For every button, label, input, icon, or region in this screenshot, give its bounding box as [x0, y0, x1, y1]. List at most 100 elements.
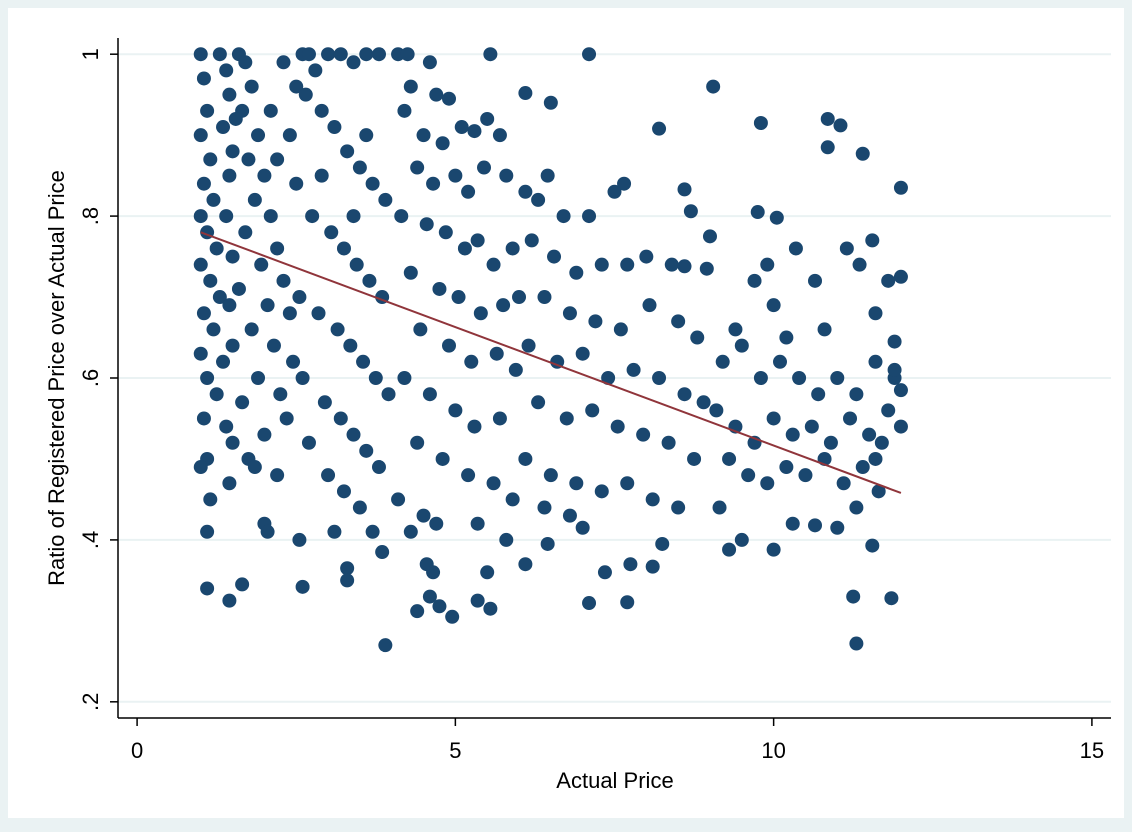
- scatter-point: [222, 168, 237, 183]
- scatter-point: [830, 520, 845, 535]
- scatter-point: [671, 500, 686, 515]
- scatter-point: [222, 298, 237, 313]
- scatter-point: [597, 565, 612, 580]
- scatter-point: [206, 322, 221, 337]
- scatter-point: [410, 604, 425, 619]
- scatter-point: [193, 128, 208, 143]
- scatter-point: [225, 144, 240, 159]
- scatter-point: [760, 476, 775, 491]
- scatter-point: [817, 322, 832, 337]
- scatter-point: [865, 538, 880, 553]
- scatter-point: [359, 128, 374, 143]
- scatter-point: [547, 249, 562, 264]
- scatter-point: [470, 516, 485, 531]
- scatter-point: [839, 241, 854, 256]
- scatter-point: [301, 435, 316, 450]
- scatter-point: [356, 354, 371, 369]
- scatter-point: [636, 427, 651, 442]
- scatter-point: [588, 314, 603, 329]
- scatter-point: [690, 330, 705, 345]
- scatter-point: [321, 47, 336, 62]
- scatter-point: [247, 192, 262, 207]
- scatter-point: [346, 427, 361, 442]
- scatter-point: [196, 411, 211, 426]
- scatter-point: [206, 192, 221, 207]
- scatter-point: [486, 257, 501, 272]
- scatter-point: [257, 168, 272, 183]
- scatter-point: [543, 95, 558, 110]
- y-axis-title: Ratio of Registered Price over Actual Pr…: [44, 170, 69, 586]
- scatter-point: [687, 451, 702, 466]
- scatter-point: [788, 241, 803, 256]
- scatter-point: [862, 427, 877, 442]
- scatter-point: [887, 334, 902, 349]
- scatter-point: [333, 411, 348, 426]
- scatter-point: [766, 411, 781, 426]
- scatter-point: [451, 290, 466, 305]
- scatter-point: [454, 120, 469, 135]
- scatter-point: [397, 103, 412, 118]
- scatter-point: [426, 565, 441, 580]
- scatter-point: [196, 71, 211, 86]
- scatter-point: [422, 387, 437, 402]
- scatter-point: [887, 362, 902, 377]
- scatter-point: [823, 435, 838, 450]
- scatter-point: [394, 209, 409, 224]
- scatter-point: [203, 492, 218, 507]
- scatter-point: [645, 492, 660, 507]
- scatter-point: [222, 593, 237, 608]
- x-axis-title: Actual Price: [556, 768, 673, 793]
- scatter-point: [830, 371, 845, 385]
- scatter-point: [203, 152, 218, 167]
- scatter-point: [652, 121, 667, 136]
- scatter-point: [422, 55, 437, 70]
- scatter-point: [559, 411, 574, 426]
- scatter-point: [228, 111, 243, 126]
- scatter-point: [314, 168, 329, 183]
- scatter-point: [231, 281, 246, 296]
- scatter-point: [276, 55, 291, 70]
- scatter-point: [301, 47, 316, 62]
- scatter-point: [820, 111, 835, 126]
- scatter-point: [457, 241, 472, 256]
- scatter-point: [292, 532, 307, 547]
- scatter-point: [766, 542, 781, 557]
- scatter-point: [346, 55, 361, 70]
- scatter-point: [260, 524, 275, 539]
- scatter-point: [874, 435, 889, 450]
- scatter-point: [556, 209, 571, 224]
- scatter-point: [193, 209, 208, 224]
- scatter-point: [499, 532, 514, 547]
- scatter-point: [251, 128, 266, 143]
- scatter-point: [193, 346, 208, 361]
- scatter-point: [741, 468, 756, 483]
- scatter-point: [247, 460, 262, 475]
- scatter-point: [209, 387, 224, 402]
- scatter-point: [429, 516, 444, 531]
- scatter-point: [429, 87, 444, 102]
- scatter-point: [610, 419, 625, 434]
- scatter-point: [734, 532, 749, 547]
- scatter-point: [734, 338, 749, 353]
- scatter-point: [496, 298, 511, 313]
- scatter-point: [403, 524, 418, 539]
- scatter-point: [769, 210, 784, 225]
- y-tick-label: .8: [78, 207, 103, 225]
- scatter-point: [524, 233, 539, 248]
- scatter-point: [804, 419, 819, 434]
- scatter-point: [585, 403, 600, 418]
- scatter-point: [849, 636, 864, 651]
- axes: .2.4.6.810 5 10 15: [78, 38, 1111, 763]
- scatter-point: [308, 63, 323, 78]
- scatter-point: [846, 589, 861, 604]
- scatter-point: [467, 124, 482, 139]
- scatter-point: [884, 591, 899, 606]
- scatter-point: [340, 561, 355, 576]
- scatter-point: [613, 322, 628, 337]
- scatter-point: [368, 371, 383, 385]
- scatter-point: [295, 579, 310, 594]
- scatter-point: [855, 146, 870, 161]
- scatter-point: [750, 205, 765, 220]
- scatter-point: [677, 387, 692, 402]
